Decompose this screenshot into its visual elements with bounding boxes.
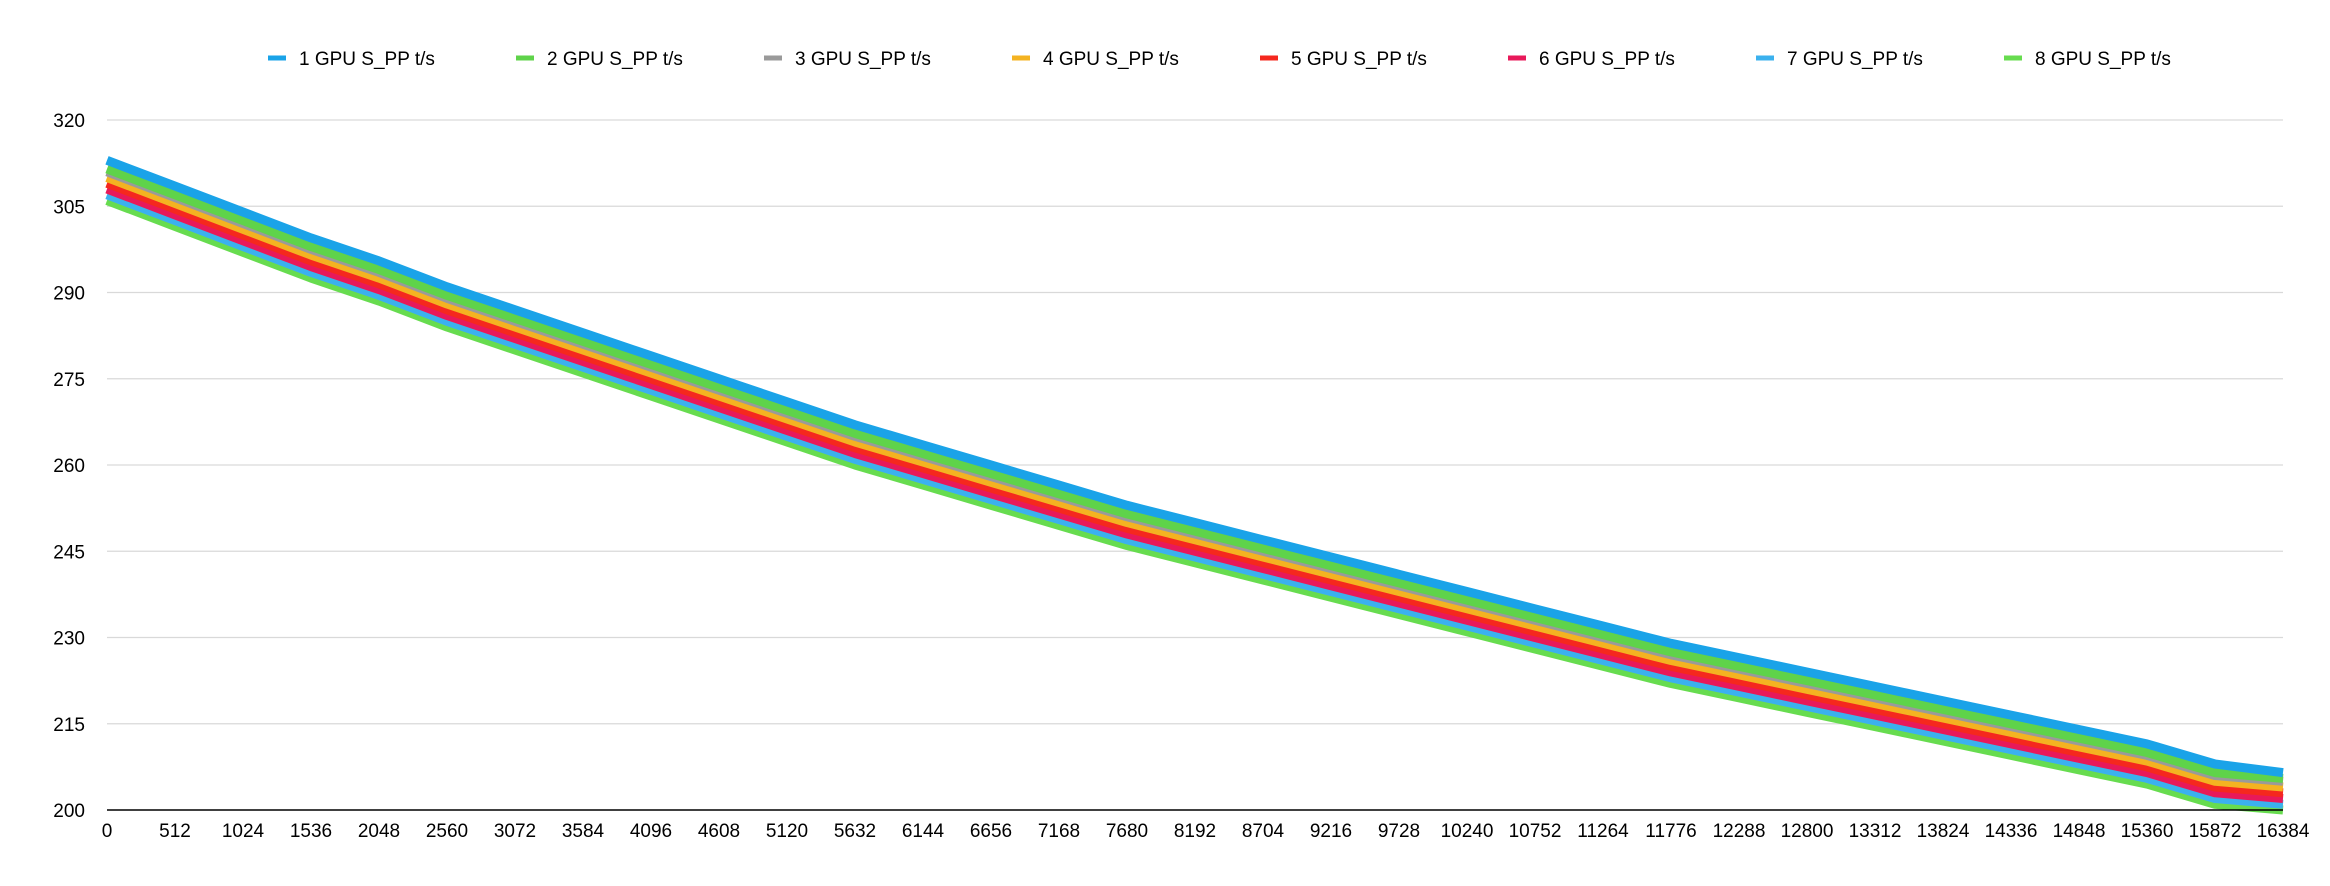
- y-axis-ticks: 200 215 230 245 260 275 290 305 320: [53, 111, 85, 822]
- legend-label: 6 GPU S_PP t/s: [1539, 49, 1675, 70]
- x-tick-label: 10752: [1509, 821, 1562, 842]
- x-tick-label: 2560: [426, 821, 468, 842]
- y-tick-label: 290: [53, 284, 85, 305]
- y-tick-label: 230: [53, 629, 85, 650]
- legend: 1 GPU S_PP t/s 2 GPU S_PP t/s 3 GPU S_PP t…: [268, 49, 2171, 70]
- x-tick-label: 7680: [1106, 821, 1148, 842]
- x-tick-label: 13312: [1849, 821, 1902, 842]
- series-line-6: [105, 184, 2284, 803]
- x-tick-label: 6656: [970, 821, 1012, 842]
- legend-label: 5 GPU S_PP t/s: [1291, 49, 1427, 70]
- legend-label: 7 GPU S_PP t/s: [1787, 49, 1923, 70]
- legend-item: 8 GPU S_PP t/s: [2004, 49, 2171, 70]
- series-line-2: [105, 164, 2284, 783]
- x-tick-label: 12800: [1781, 821, 1834, 842]
- y-tick-label: 275: [53, 370, 85, 391]
- x-tick-label: 8704: [1242, 821, 1285, 842]
- x-tick-label: 5632: [834, 821, 876, 842]
- x-tick-label: 13824: [1917, 821, 1970, 842]
- x-tick-label: 10240: [1441, 821, 1494, 842]
- y-tick-label: 245: [53, 542, 85, 563]
- x-tick-label: 512: [159, 821, 191, 842]
- x-tick-label: 0: [102, 821, 113, 842]
- legend-label: 2 GPU S_PP t/s: [547, 49, 683, 70]
- x-tick-label: 9216: [1310, 821, 1352, 842]
- x-tick-label: 1024: [222, 821, 265, 842]
- series-line-3: [105, 167, 2284, 786]
- x-tick-label: 4608: [698, 821, 740, 842]
- series-line-1: [105, 156, 2284, 778]
- gridlines: [107, 119, 2283, 725]
- legend-item: 1 GPU S_PP t/s: [268, 49, 435, 70]
- series-line-5: [105, 179, 2284, 798]
- y-tick-label: 305: [53, 197, 85, 218]
- series-line-8: [105, 196, 2284, 815]
- legend-item: 6 GPU S_PP t/s: [1508, 49, 1675, 70]
- x-tick-label: 8192: [1174, 821, 1216, 842]
- legend-item: 4 GPU S_PP t/s: [1012, 49, 1179, 70]
- x-tick-label: 5120: [766, 821, 808, 842]
- legend-label: 3 GPU S_PP t/s: [795, 49, 931, 70]
- legend-label: 1 GPU S_PP t/s: [299, 49, 435, 70]
- x-tick-label: 6144: [902, 821, 945, 842]
- x-tick-label: 16384: [2257, 821, 2310, 842]
- x-tick-label: 14848: [2053, 821, 2106, 842]
- x-tick-label: 12288: [1713, 821, 1766, 842]
- x-tick-label: 14336: [1985, 821, 2038, 842]
- y-tick-label: 215: [53, 715, 85, 736]
- series-lines: [105, 156, 2284, 815]
- legend-item: 5 GPU S_PP t/s: [1260, 49, 1427, 70]
- legend-item: 2 GPU S_PP t/s: [516, 49, 683, 70]
- x-tick-label: 1536: [290, 821, 332, 842]
- legend-item: 7 GPU S_PP t/s: [1756, 49, 1923, 70]
- legend-label: 8 GPU S_PP t/s: [2035, 49, 2171, 70]
- y-tick-label: 260: [53, 456, 85, 477]
- x-tick-label: 7168: [1038, 821, 1080, 842]
- x-tick-label: 15360: [2121, 821, 2174, 842]
- legend-item: 3 GPU S_PP t/s: [764, 49, 931, 70]
- x-tick-label: 4096: [630, 821, 672, 842]
- x-tick-label: 2048: [358, 821, 400, 842]
- series-line-7: [105, 190, 2284, 809]
- x-axis-ticks: 0 512 1024 1536 2048 2560 3072 3584 4096 4608 5120…: [102, 821, 2310, 842]
- x-tick-label: 11776: [1645, 821, 1696, 842]
- x-tick-label: 9728: [1378, 821, 1420, 842]
- x-tick-label: 3072: [494, 821, 536, 842]
- series-line-4: [105, 173, 2284, 792]
- legend-label: 4 GPU S_PP t/s: [1043, 49, 1179, 70]
- x-tick-label: 3584: [562, 821, 605, 842]
- x-tick-label: 11264: [1577, 821, 1629, 842]
- y-tick-label: 200: [53, 801, 85, 822]
- x-tick-label: 15872: [2189, 821, 2242, 842]
- y-tick-label: 320: [53, 111, 85, 132]
